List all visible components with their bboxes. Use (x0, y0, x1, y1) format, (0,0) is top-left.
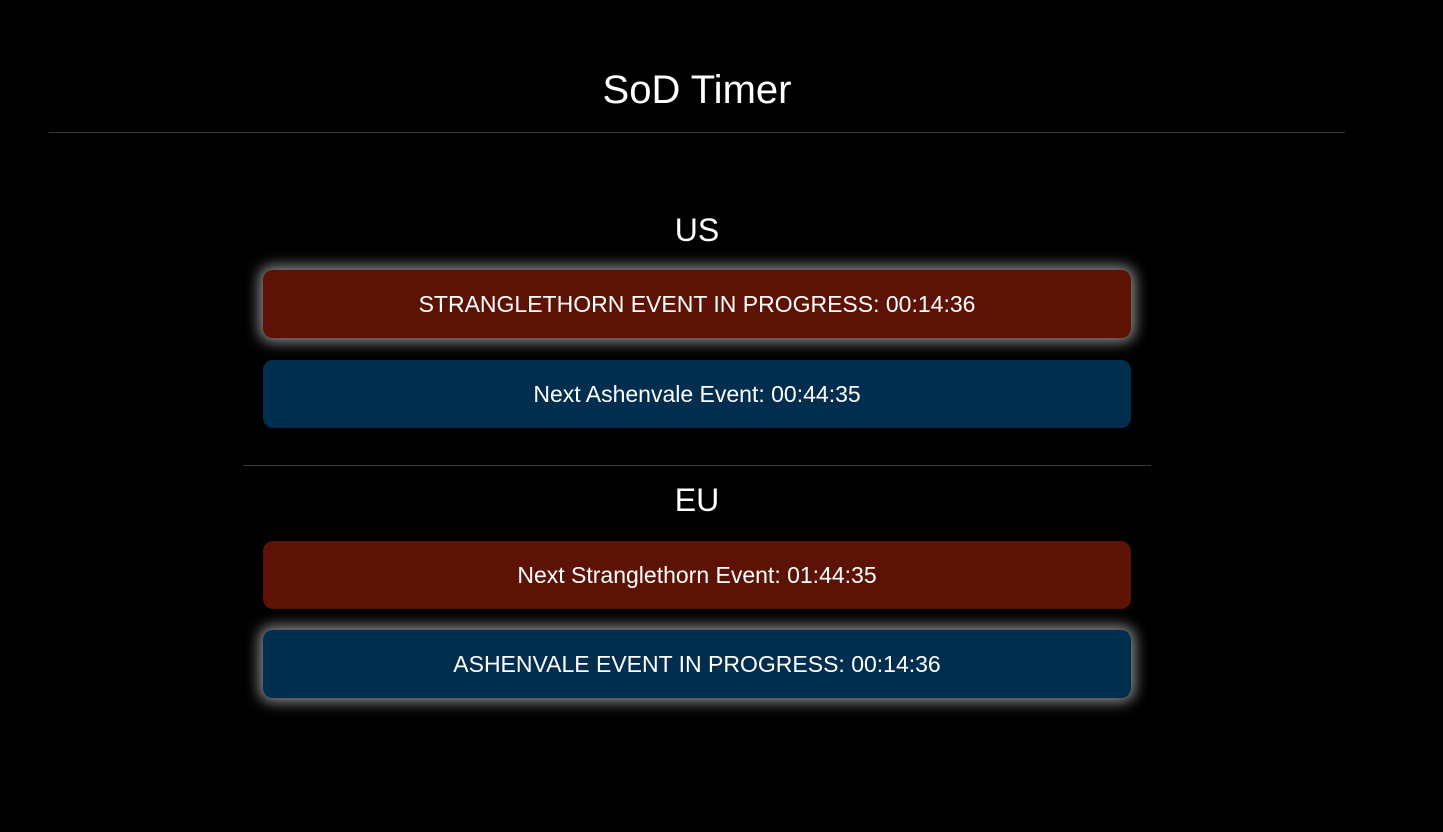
us-ashenvale-timer: Next Ashenvale Event: 00:44:35 (263, 360, 1131, 428)
region-title-eu: EU (674, 482, 720, 518)
header: SoD Timer (49, 0, 1345, 133)
region-title-us: US (674, 212, 720, 248)
page-title: SoD Timer (602, 68, 792, 112)
eu-ashenvale-timer: ASHENVALE EVENT IN PROGRESS: 00:14:36 (263, 630, 1131, 698)
us-stranglethorn-timer: STRANGLETHORN EVENT IN PROGRESS: 00:14:3… (263, 270, 1131, 338)
eu-stranglethorn-timer: Next Stranglethorn Event: 01:44:35 (263, 541, 1131, 609)
region-eu: EU Next Stranglethorn Event: 01:44:35 AS… (243, 465, 1151, 698)
